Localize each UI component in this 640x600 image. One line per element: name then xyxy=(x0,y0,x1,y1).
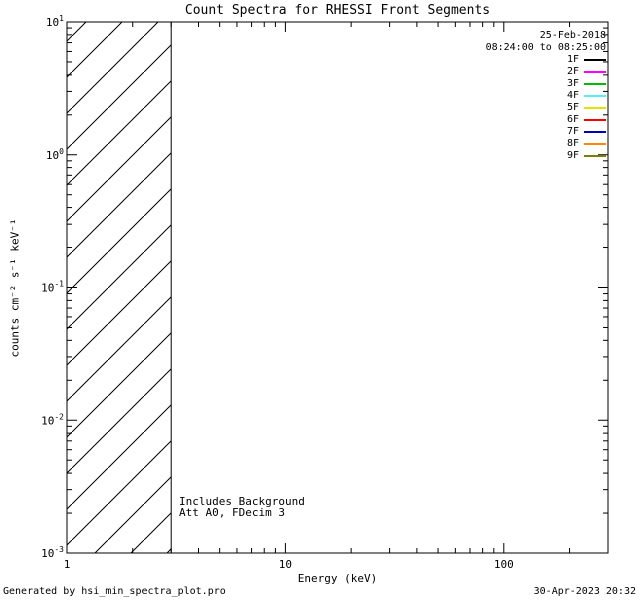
legend-time-range: 08:24:00 to 08:25:00 xyxy=(485,42,606,53)
y-tick-label: 10-3 xyxy=(41,545,64,560)
legend-date: 25-Feb-2018 xyxy=(539,30,606,41)
legend-entry: 5F xyxy=(567,102,606,114)
legend-color-swatch xyxy=(584,155,606,157)
legend-entry-label: 4F xyxy=(566,90,579,101)
legend-color-swatch xyxy=(584,119,606,121)
y-tick-label: 10-2 xyxy=(41,412,64,427)
background-note: Includes Background xyxy=(179,495,305,508)
y-axis-label: counts cm⁻² s⁻¹ keV⁻¹ xyxy=(8,218,22,358)
x-tick-label: 10 xyxy=(279,558,292,571)
generation-timestamp: 30-Apr-2023 20:32 xyxy=(533,586,636,597)
legend-entry-label: 2F xyxy=(566,66,579,77)
legend-entry: 4F xyxy=(567,90,606,102)
legend-box: 25-Feb-2018 08:24:00 to 08:25:00 1F 2F 3F 4… xyxy=(486,30,606,162)
y-tick-label: 101 xyxy=(46,14,64,29)
legend-color-swatch xyxy=(584,59,606,61)
hatched-region xyxy=(67,22,172,553)
attenuator-note: Att A0, FDecim 3 xyxy=(179,506,285,519)
legend-entry-label: 9F xyxy=(566,150,579,161)
legend-color-swatch xyxy=(584,143,606,145)
generator-credit: Generated by hsi_min_spectra_plot.pro xyxy=(3,586,226,597)
y-tick-label: 10-1 xyxy=(41,280,64,295)
x-tick-label: 1 xyxy=(64,558,71,571)
legend-entry: 6F xyxy=(567,114,606,126)
legend-entry-label: 5F xyxy=(566,102,579,113)
legend-color-swatch xyxy=(584,83,606,85)
legend-entries: 1F 2F 3F 4F 5F 6F 7F 8F 9F xyxy=(567,54,606,162)
x-tick-label: 100 xyxy=(494,558,514,571)
legend-entry-label: 7F xyxy=(566,126,579,137)
chart-title: Count Spectra for RHESSI Front Segments xyxy=(184,3,491,18)
legend-color-swatch xyxy=(584,107,606,109)
legend-color-swatch xyxy=(584,131,606,133)
legend-color-swatch xyxy=(584,95,606,97)
legend-entry-label: 6F xyxy=(566,114,579,125)
legend-entry-label: 3F xyxy=(566,78,579,89)
legend-entry: 2F xyxy=(567,66,606,78)
x-axis-label: Energy (keV) xyxy=(297,572,378,585)
legend-entry: 9F xyxy=(567,150,606,162)
legend-entry-label: 8F xyxy=(566,138,579,149)
legend-entry: 3F xyxy=(567,78,606,90)
legend-color-swatch xyxy=(584,71,606,73)
legend-entry-label: 1F xyxy=(566,54,579,65)
plot-annotations: Includes Background Att A0, FDecim 3 xyxy=(179,496,305,518)
legend-entry: 1F xyxy=(567,54,606,66)
legend-entry: 7F xyxy=(567,126,606,138)
legend-entry: 8F xyxy=(567,138,606,150)
y-tick-label: 100 xyxy=(46,147,64,162)
